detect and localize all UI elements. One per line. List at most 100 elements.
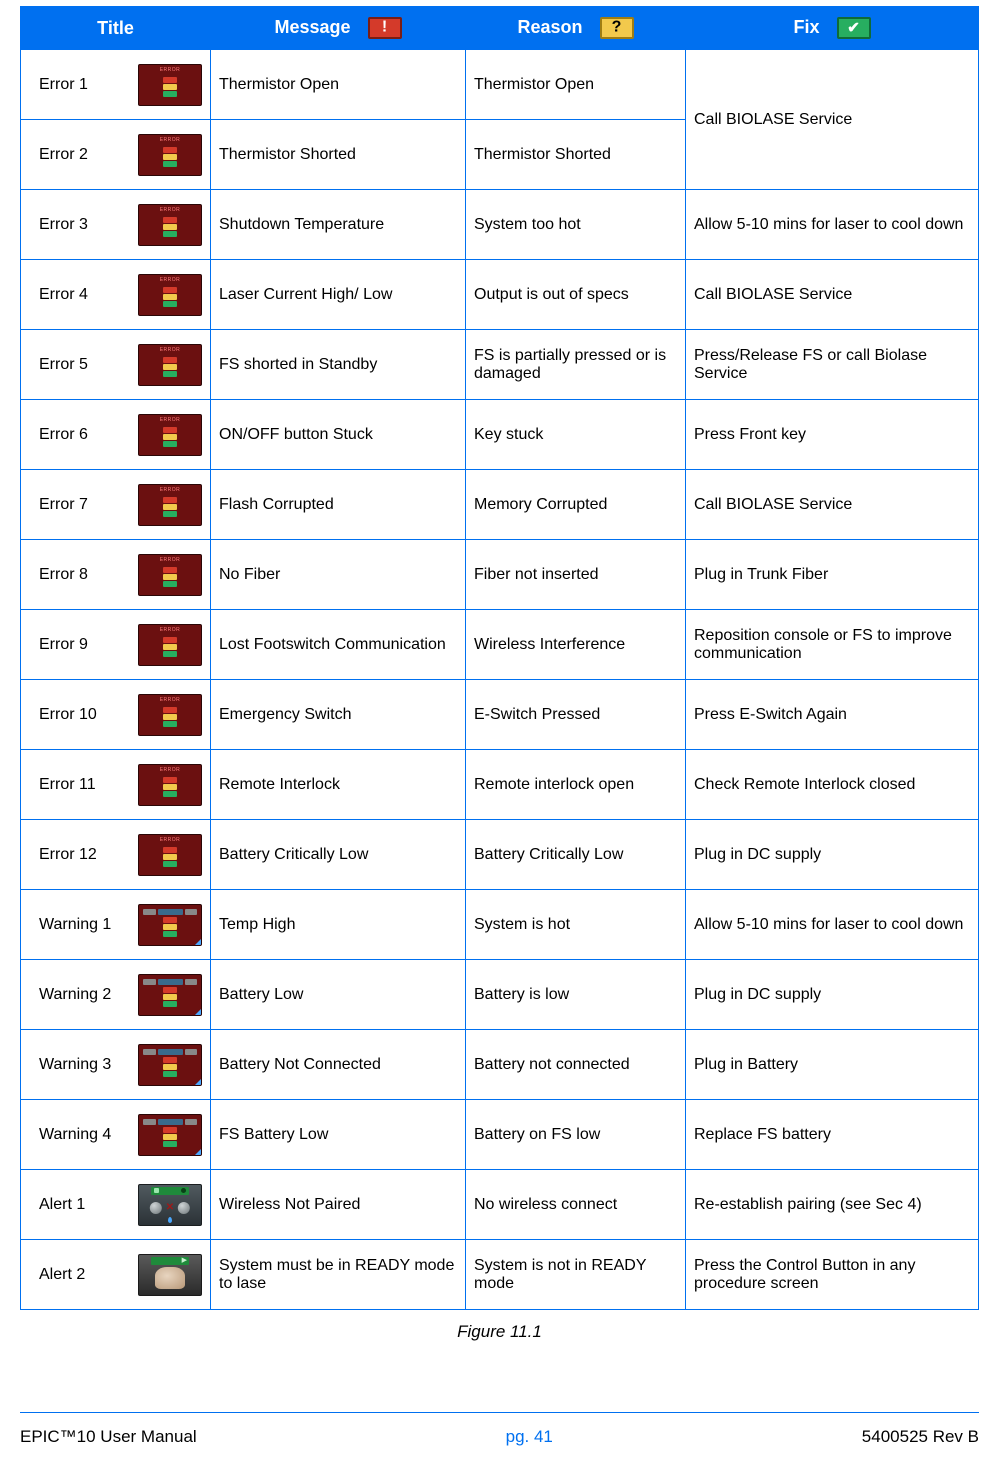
cell-message: Remote Interlock bbox=[211, 750, 466, 820]
row-title: Warning 2 bbox=[29, 986, 111, 1004]
cell-reason: Wireless Interference bbox=[466, 610, 686, 680]
row-title: Error 10 bbox=[29, 706, 97, 724]
cell-fix: Press Front key bbox=[686, 400, 979, 470]
error-screen-icon bbox=[138, 344, 202, 386]
row-title: Error 6 bbox=[29, 426, 88, 444]
header-fix: Fix bbox=[686, 7, 979, 50]
row-title: Error 12 bbox=[29, 846, 97, 864]
row-title: Error 3 bbox=[29, 216, 88, 234]
cell-reason: Thermistor Open bbox=[466, 50, 686, 120]
cell-title: Error 4 bbox=[21, 260, 211, 330]
cell-fix: Call BIOLASE Service bbox=[686, 470, 979, 540]
error-screen-icon bbox=[138, 764, 202, 806]
cell-message: Flash Corrupted bbox=[211, 470, 466, 540]
header-fix-text: Fix bbox=[793, 17, 819, 37]
cell-title: Error 7 bbox=[21, 470, 211, 540]
cell-reason: Battery not connected bbox=[466, 1030, 686, 1100]
cell-reason: Remote interlock open bbox=[466, 750, 686, 820]
error-screen-icon bbox=[138, 134, 202, 176]
table-row: Error 5FS shorted in StandbyFS is partia… bbox=[21, 330, 979, 400]
cell-message: Temp High bbox=[211, 890, 466, 960]
cell-title: Error 3 bbox=[21, 190, 211, 260]
error-screen-icon bbox=[138, 694, 202, 736]
error-screen-icon bbox=[138, 624, 202, 666]
table-row: Error 3Shutdown TemperatureSystem too ho… bbox=[21, 190, 979, 260]
footer-left: EPIC™10 User Manual bbox=[20, 1427, 197, 1447]
cell-fix: Press the Control Button in any procedur… bbox=[686, 1240, 979, 1310]
cell-fix: Allow 5-10 mins for laser to cool down bbox=[686, 890, 979, 960]
row-title: Error 9 bbox=[29, 636, 88, 654]
row-title: Error 4 bbox=[29, 286, 88, 304]
table-row: Error 12Battery Critically LowBattery Cr… bbox=[21, 820, 979, 890]
check-icon bbox=[837, 17, 871, 39]
cell-title: Error 5 bbox=[21, 330, 211, 400]
cell-fix: Re-establish pairing (see Sec 4) bbox=[686, 1170, 979, 1240]
cell-fix: Plug in DC supply bbox=[686, 820, 979, 890]
cell-title: Error 10 bbox=[21, 680, 211, 750]
header-message-text: Message bbox=[274, 17, 350, 37]
error-screen-icon bbox=[138, 204, 202, 246]
alert-screen-icon: ✕ bbox=[138, 1184, 202, 1226]
row-title: Warning 4 bbox=[29, 1126, 111, 1144]
row-title: Error 8 bbox=[29, 566, 88, 584]
table-row: Warning 2Battery LowBattery is lowPlug i… bbox=[21, 960, 979, 1030]
cell-reason: System is hot bbox=[466, 890, 686, 960]
error-screen-icon bbox=[138, 834, 202, 876]
table-row: Warning 3Battery Not ConnectedBattery no… bbox=[21, 1030, 979, 1100]
cell-title: Alert 1 ✕ bbox=[21, 1170, 211, 1240]
header-title-text: Title bbox=[97, 18, 134, 38]
cell-fix: Check Remote Interlock closed bbox=[686, 750, 979, 820]
cell-fix: Reposition console or FS to improve comm… bbox=[686, 610, 979, 680]
row-title: Error 1 bbox=[29, 76, 88, 94]
row-title: Warning 3 bbox=[29, 1056, 111, 1074]
row-title: Error 7 bbox=[29, 496, 88, 514]
cell-title: Warning 2 bbox=[21, 960, 211, 1030]
error-screen-icon bbox=[138, 64, 202, 106]
table-row: Warning 4 FS Battery LowBattery on FS low… bbox=[21, 1100, 979, 1170]
cell-message: FS shorted in Standby bbox=[211, 330, 466, 400]
row-title: Alert 2 bbox=[29, 1266, 85, 1284]
cell-reason: Thermistor Shorted bbox=[466, 120, 686, 190]
table-row: Error 4Laser Current High/ LowOutput is … bbox=[21, 260, 979, 330]
cell-fix: Plug in Battery bbox=[686, 1030, 979, 1100]
table-row: Error 7 Flash CorruptedMemory CorruptedCa… bbox=[21, 470, 979, 540]
warning-screen-icon bbox=[138, 1114, 202, 1156]
footer-right: 5400525 Rev B bbox=[862, 1427, 979, 1447]
header-title: Title bbox=[21, 7, 211, 50]
cell-title: Warning 1 bbox=[21, 890, 211, 960]
row-title: Warning 1 bbox=[29, 916, 111, 934]
table-row: Error 9Lost Footswitch CommunicationWire… bbox=[21, 610, 979, 680]
cell-reason: Memory Corrupted bbox=[466, 470, 686, 540]
row-title: Error 5 bbox=[29, 356, 88, 374]
table-row: Error 8No FiberFiber not insertedPlug in… bbox=[21, 540, 979, 610]
row-title: Error 2 bbox=[29, 146, 88, 164]
cell-fix: Replace FS battery bbox=[686, 1100, 979, 1170]
cell-reason: Key stuck bbox=[466, 400, 686, 470]
error-screen-icon bbox=[138, 414, 202, 456]
table-row: Alert 2 System must be in READY mode to l… bbox=[21, 1240, 979, 1310]
cell-title: Error 6 bbox=[21, 400, 211, 470]
table-row: Warning 1 Temp HighSystem is hotAllow 5-1… bbox=[21, 890, 979, 960]
cell-fix: Call BIOLASE Service bbox=[686, 50, 979, 190]
error-codes-table: Title Message Reason Fix Error 1 Thermist… bbox=[20, 6, 979, 1310]
cell-message: FS Battery Low bbox=[211, 1100, 466, 1170]
cell-title: Error 11 bbox=[21, 750, 211, 820]
cell-fix: Press/Release FS or call Biolase Service bbox=[686, 330, 979, 400]
cell-title: Error 1 bbox=[21, 50, 211, 120]
error-screen-icon bbox=[138, 484, 202, 526]
exclamation-icon bbox=[368, 17, 402, 39]
cell-reason: Battery on FS low bbox=[466, 1100, 686, 1170]
row-title: Alert 1 bbox=[29, 1196, 85, 1214]
error-screen-icon bbox=[138, 554, 202, 596]
cell-reason: Fiber not inserted bbox=[466, 540, 686, 610]
cell-message: Thermistor Shorted bbox=[211, 120, 466, 190]
table-header-row: Title Message Reason Fix bbox=[21, 7, 979, 50]
cell-message: System must be in READY mode to lase bbox=[211, 1240, 466, 1310]
cell-message: Battery Critically Low bbox=[211, 820, 466, 890]
figure-caption: Figure 11.1 bbox=[20, 1322, 979, 1342]
cell-fix: Plug in DC supply bbox=[686, 960, 979, 1030]
cell-reason: E-Switch Pressed bbox=[466, 680, 686, 750]
cell-fix: Press E-Switch Again bbox=[686, 680, 979, 750]
header-message: Message bbox=[211, 7, 466, 50]
cell-message: Emergency Switch bbox=[211, 680, 466, 750]
